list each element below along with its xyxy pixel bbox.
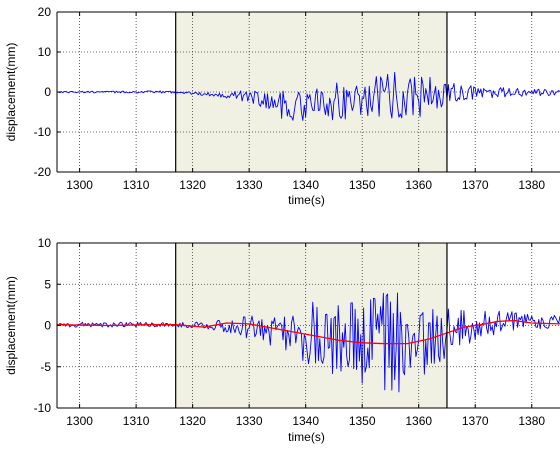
x-tick-label: 1340 <box>292 414 319 428</box>
x-tick-label: 1350 <box>349 414 376 428</box>
y-tick-label: 5 <box>44 277 51 291</box>
x-tick-label: 1310 <box>123 414 150 428</box>
x-tick-label: 1320 <box>179 178 206 192</box>
x-tick-label: 1330 <box>236 414 263 428</box>
bottom-chart: 1300 1310 1320 1330 1340 1350 1360 1370 1380 -10 -… <box>4 236 560 444</box>
x-tick-label: 1320 <box>179 414 206 428</box>
x-axis-label: time(s) <box>288 193 325 207</box>
signal-line <box>57 71 560 121</box>
series-group <box>57 71 560 121</box>
trend-line <box>57 319 560 345</box>
y-tick-label: -5 <box>40 360 51 374</box>
y-tick-label: 10 <box>38 236 52 250</box>
y-tick-label: 10 <box>38 45 52 59</box>
y-tick-label: 20 <box>38 5 52 19</box>
x-tick-label: 1370 <box>462 414 489 428</box>
top-chart: 1300 1310 1320 1330 1340 1350 1360 1370 1380 -20 -… <box>4 5 560 207</box>
y-tick-label: -10 <box>34 125 52 139</box>
x-tick-label: 1360 <box>405 178 432 192</box>
x-tick-label: 1350 <box>349 178 376 192</box>
x-tick-label: 1310 <box>123 178 150 192</box>
x-tick-label: 1380 <box>518 178 545 192</box>
series-group <box>57 292 560 393</box>
x-tick-label: 1340 <box>292 178 319 192</box>
x-tick-label: 1380 <box>518 414 545 428</box>
shaded-region <box>175 12 447 172</box>
y-axis-label: displacement(mm) <box>4 43 18 142</box>
y-tick-label: -10 <box>34 401 52 415</box>
y-axis-label: displacement(mm) <box>4 276 18 375</box>
y-tick-label: 0 <box>44 85 51 99</box>
x-axis-label: time(s) <box>288 430 325 444</box>
signal-line <box>57 292 560 393</box>
x-tick-label: 1300 <box>66 178 93 192</box>
y-tick-label: -20 <box>34 165 52 179</box>
x-tick-label: 1330 <box>236 178 263 192</box>
x-tick-label: 1300 <box>66 414 93 428</box>
x-tick-label: 1370 <box>462 178 489 192</box>
y-tick-label: 0 <box>44 319 51 333</box>
x-tick-label: 1360 <box>405 414 432 428</box>
